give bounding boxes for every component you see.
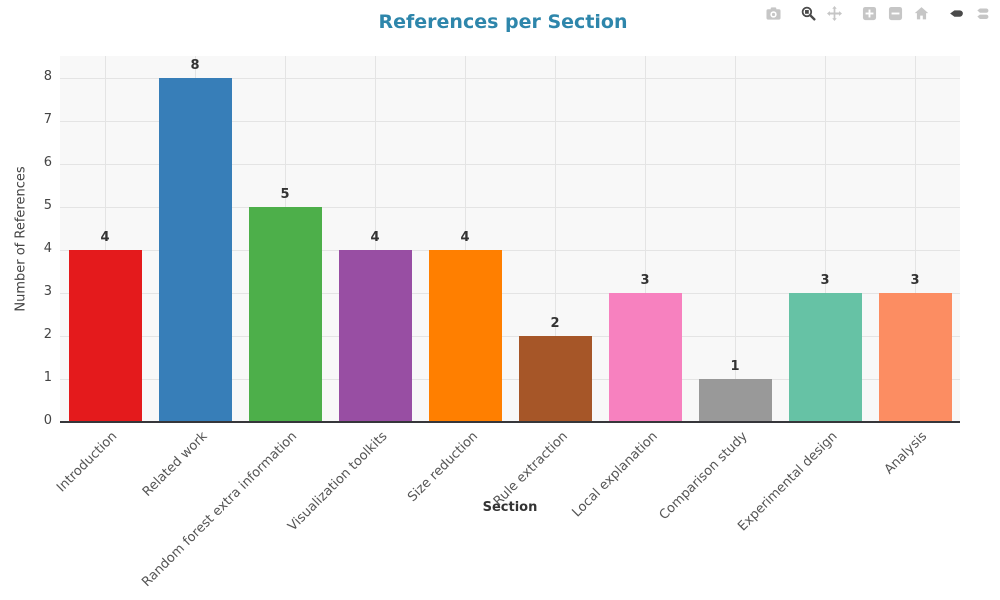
zoom-out-icon	[888, 6, 903, 21]
x-tick-label: Visualization toolkits	[285, 429, 391, 535]
bar-value-label: 3	[640, 273, 650, 288]
bar-value-label: 3	[910, 273, 920, 288]
modebar-group	[798, 4, 844, 22]
h-gridline	[60, 379, 960, 380]
hover-compare-icon	[975, 6, 990, 21]
y-tick-label: 5	[43, 198, 52, 213]
bar-introduction[interactable]	[68, 250, 142, 422]
y-tick-label: 1	[43, 370, 52, 385]
h-gridline	[60, 164, 960, 165]
bar-value-label: 8	[190, 58, 200, 73]
h-gridline	[60, 207, 960, 208]
bar-value-label: 4	[100, 230, 110, 245]
bar-comparison-study[interactable]	[698, 379, 772, 422]
plot-area[interactable]	[60, 56, 960, 422]
y-tick-label: 2	[43, 327, 52, 342]
v-gridline	[375, 56, 376, 422]
modebar-group	[946, 4, 992, 22]
zoom-out-button[interactable]	[885, 4, 905, 22]
y-tick-label: 3	[43, 284, 52, 299]
home-icon	[914, 6, 929, 21]
bar-value-label: 1	[730, 359, 740, 374]
modebar	[763, 4, 992, 22]
h-gridline	[60, 250, 960, 251]
v-gridline	[555, 56, 556, 422]
bar-visualization-toolkits[interactable]	[338, 250, 412, 422]
zoom-button[interactable]	[798, 4, 818, 22]
bar-related-work[interactable]	[158, 78, 232, 422]
h-gridline	[60, 293, 960, 294]
bar-value-label: 2	[550, 316, 560, 331]
bar-analysis[interactable]	[878, 293, 952, 422]
v-gridline	[825, 56, 826, 422]
bar-size-reduction[interactable]	[428, 250, 502, 422]
v-gridline	[105, 56, 106, 422]
x-axis-title: Section	[482, 500, 538, 515]
x-tick-label: Size reduction	[404, 429, 481, 505]
h-gridline	[60, 78, 960, 79]
bar-value-label: 4	[370, 230, 380, 245]
v-gridline	[735, 56, 736, 422]
hover-closest-button[interactable]	[946, 4, 966, 22]
y-tick-label: 8	[43, 69, 52, 84]
x-axis-line	[60, 421, 960, 423]
bar-value-label: 4	[460, 230, 470, 245]
y-tick-label: 4	[43, 241, 52, 256]
magnifier-icon	[801, 6, 816, 21]
download-png-button[interactable]	[763, 4, 783, 22]
modebar-group	[763, 4, 783, 22]
v-gridline	[645, 56, 646, 422]
x-tick-label: Related work	[139, 429, 211, 500]
chart-title: References per Section	[378, 11, 628, 33]
x-tick-label: Random forest extra information	[139, 429, 301, 590]
y-tick-label: 7	[43, 112, 52, 127]
bar-value-label: 5	[280, 187, 290, 202]
hover-compare-button[interactable]	[972, 4, 992, 22]
bar-random-forest-extra-information[interactable]	[248, 207, 322, 422]
zoom-in-icon	[862, 6, 877, 21]
reset-axes-button[interactable]	[911, 4, 931, 22]
v-gridline	[915, 56, 916, 422]
h-gridline	[60, 121, 960, 122]
x-tick-label: Analysis	[882, 429, 931, 478]
x-tick-label: Introduction	[54, 429, 121, 496]
x-tick-label: Comparison study	[656, 429, 751, 524]
y-tick-label: 6	[43, 155, 52, 170]
bar-experimental-design[interactable]	[788, 293, 862, 422]
x-tick-label: Local explanation	[569, 429, 661, 521]
v-gridline	[465, 56, 466, 422]
bar-local-explanation[interactable]	[608, 293, 682, 422]
modebar-group	[859, 4, 931, 22]
pan-button[interactable]	[824, 4, 844, 22]
zoom-in-button[interactable]	[859, 4, 879, 22]
bar-rule-extraction[interactable]	[518, 336, 592, 422]
x-tick-label: Rule extraction	[490, 429, 571, 510]
bar-value-label: 3	[820, 273, 830, 288]
camera-icon	[766, 6, 781, 21]
h-gridline	[60, 336, 960, 337]
hover-closest-icon	[949, 6, 964, 21]
y-tick-label: 0	[43, 413, 52, 428]
x-tick-label: Experimental design	[735, 429, 841, 535]
pan-arrows-icon	[827, 6, 842, 21]
